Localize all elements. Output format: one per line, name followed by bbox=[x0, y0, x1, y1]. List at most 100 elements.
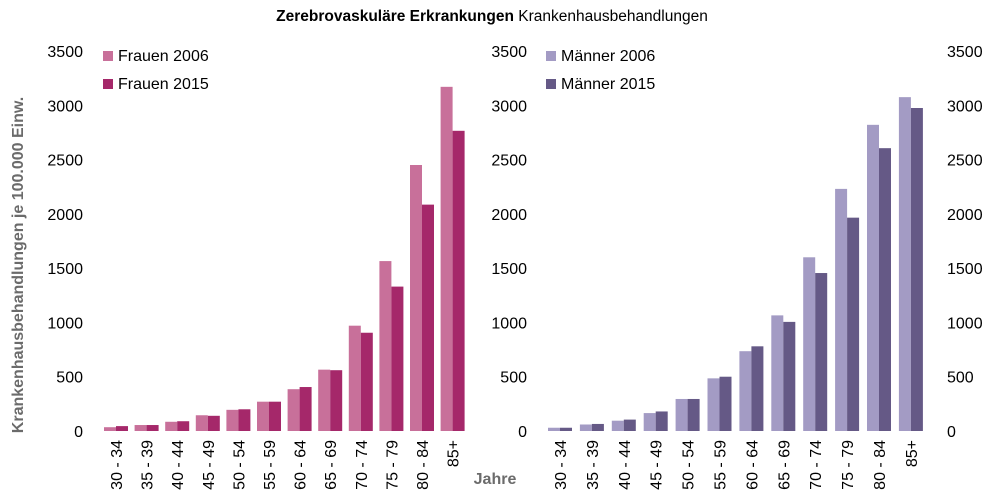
frauen-bar-2006-6 bbox=[287, 389, 300, 431]
frauen-x-tick-4: 50 - 54 bbox=[231, 440, 248, 490]
maenner-bar-2006-6 bbox=[739, 351, 752, 431]
maenner-x-tick-5: 55 - 59 bbox=[713, 440, 730, 490]
maenner-bar-2015-7 bbox=[783, 321, 796, 431]
chart-panel-frauen: 0 500 1000 1500 2000 2500 3000 3500 30 - 34 35 - … bbox=[47, 44, 465, 490]
maenner-y-tick-left-1500: 1500 bbox=[491, 261, 527, 278]
maenner-y-tick-right-3500: 3500 bbox=[947, 44, 983, 61]
frauen-bar-2006-9 bbox=[379, 261, 392, 431]
maenner-bar-2006-9 bbox=[835, 188, 848, 431]
frauen-bar-2015-7 bbox=[330, 370, 343, 431]
frauen-bar-2015-4 bbox=[238, 409, 251, 431]
maenner-y-tick-left-1000: 1000 bbox=[491, 315, 527, 332]
frauen-x-tick-7: 65 - 69 bbox=[323, 440, 340, 490]
maenner-bar-2006-8 bbox=[803, 257, 816, 431]
maenner-x-tick-8: 70 - 74 bbox=[808, 440, 825, 490]
frauen-y-tick-left-3500: 3500 bbox=[47, 44, 83, 61]
maenner-x-tick-6: 60 - 64 bbox=[744, 440, 761, 490]
frauen-bar-2015-6 bbox=[299, 387, 312, 431]
maenner-bar-2006-4 bbox=[675, 398, 688, 431]
frauen-bar-2015-3 bbox=[207, 415, 220, 431]
frauen-x-tick-3: 45 - 49 bbox=[201, 440, 218, 490]
frauen-x-tick-0: 30 - 34 bbox=[109, 440, 126, 490]
frauen-bar-2006-4 bbox=[226, 409, 239, 431]
frauen-bar-2015-5 bbox=[269, 401, 281, 431]
frauen-bar-2015-11 bbox=[452, 130, 465, 432]
frauen-bar-2006-5 bbox=[257, 401, 269, 431]
frauen-bar-2006-0 bbox=[104, 427, 116, 431]
frauen-x-tick-1: 35 - 39 bbox=[140, 440, 157, 490]
maenner-legend-swatch-0 bbox=[546, 51, 556, 61]
maenner-x-tick-2: 40 - 44 bbox=[617, 440, 634, 490]
maenner-bar-2006-0 bbox=[548, 427, 560, 431]
maenner-x-tick-4: 50 - 54 bbox=[681, 440, 698, 490]
frauen-x-tick-5: 55 - 59 bbox=[262, 440, 279, 490]
maenner-bar-2015-3 bbox=[655, 411, 668, 431]
frauen-bar-2006-11 bbox=[440, 86, 453, 431]
frauen-bar-2006-10 bbox=[410, 165, 422, 431]
frauen-legend-label-1: Frauen 2015 bbox=[118, 76, 209, 93]
maenner-x-tick-11: 85+ bbox=[904, 440, 921, 467]
frauen-bar-2006-7 bbox=[318, 369, 331, 431]
frauen-y-tick-left-0: 0 bbox=[74, 424, 83, 441]
chart-panel-maenner: 0 500 1000 1500 2000 2500 3000 3500 0 500 1000 1500… bbox=[491, 44, 982, 490]
frauen-bar-2006-1 bbox=[134, 425, 147, 431]
maenner-y-tick-left-0: 0 bbox=[518, 424, 527, 441]
maenner-legend-swatch-1 bbox=[546, 79, 556, 89]
frauen-x-tick-8: 70 - 74 bbox=[354, 440, 371, 490]
maenner-y-tick-right-1500: 1500 bbox=[947, 261, 983, 278]
maenner-x-tick-3: 45 - 49 bbox=[649, 440, 666, 490]
frauen-bar-2015-9 bbox=[391, 286, 404, 431]
chart-title: Zerebrovaskuläre Erkrankungen Krankenhau… bbox=[276, 8, 708, 25]
maenner-bar-2006-2 bbox=[611, 420, 624, 431]
frauen-y-tick-left-2500: 2500 bbox=[47, 153, 83, 170]
chart-title-bold: Zerebrovaskuläre Erkrankungen bbox=[276, 8, 514, 25]
chart-title-normal: Krankenhausbehandlungen bbox=[518, 8, 708, 25]
frauen-y-tick-left-500: 500 bbox=[56, 370, 83, 387]
maenner-bar-2006-11 bbox=[898, 97, 911, 432]
frauen-bar-2015-1 bbox=[146, 425, 159, 431]
maenner-x-tick-0: 30 - 34 bbox=[553, 440, 570, 490]
frauen-x-tick-2: 40 - 44 bbox=[170, 440, 187, 490]
frauen-bar-2015-10 bbox=[422, 204, 434, 431]
maenner-bar-2015-2 bbox=[623, 419, 636, 431]
maenner-legend-label-0: Männer 2006 bbox=[561, 48, 655, 65]
frauen-legend-swatch-0 bbox=[103, 51, 113, 61]
frauen-legend-label-0: Frauen 2006 bbox=[118, 48, 209, 65]
maenner-y-tick-left-2000: 2000 bbox=[491, 207, 527, 224]
maenner-bar-2015-1 bbox=[591, 423, 604, 431]
maenner-y-tick-right-2000: 2000 bbox=[947, 207, 983, 224]
maenner-y-tick-right-3000: 3000 bbox=[947, 98, 983, 115]
maenner-y-tick-left-3500: 3500 bbox=[491, 44, 527, 61]
maenner-bar-2006-1 bbox=[579, 424, 592, 431]
maenner-bar-2015-5 bbox=[719, 376, 732, 431]
frauen-x-tick-6: 60 - 64 bbox=[293, 440, 310, 490]
frauen-bar-2006-2 bbox=[165, 421, 178, 431]
maenner-y-tick-left-2500: 2500 bbox=[491, 153, 527, 170]
maenner-x-tick-9: 75 - 79 bbox=[840, 440, 857, 490]
frauen-y-tick-left-3000: 3000 bbox=[47, 98, 83, 115]
maenner-y-tick-right-1000: 1000 bbox=[947, 315, 983, 332]
maenner-bar-2015-8 bbox=[815, 273, 828, 431]
frauen-bar-2006-8 bbox=[348, 325, 361, 431]
maenner-y-tick-left-3000: 3000 bbox=[491, 98, 527, 115]
frauen-bar-2015-0 bbox=[116, 426, 128, 431]
frauen-x-tick-11: 85+ bbox=[446, 440, 463, 467]
maenner-bar-2006-10 bbox=[867, 124, 879, 431]
maenner-bar-2006-7 bbox=[771, 315, 784, 431]
y-axis-title: Krankenhausbehandlungen je 100.000 Einw. bbox=[10, 97, 27, 433]
frauen-y-tick-left-1500: 1500 bbox=[47, 261, 83, 278]
maenner-bar-2015-4 bbox=[687, 398, 700, 431]
frauen-x-tick-10: 80 - 84 bbox=[415, 440, 432, 490]
maenner-y-tick-right-2500: 2500 bbox=[947, 153, 983, 170]
frauen-y-tick-left-2000: 2000 bbox=[47, 207, 83, 224]
maenner-legend-label-1: Männer 2015 bbox=[561, 76, 655, 93]
frauen-y-tick-left-1000: 1000 bbox=[47, 315, 83, 332]
maenner-bar-2015-10 bbox=[879, 148, 891, 431]
maenner-bar-2015-9 bbox=[847, 217, 860, 431]
maenner-x-tick-10: 80 - 84 bbox=[872, 440, 889, 490]
frauen-bar-2006-3 bbox=[195, 415, 208, 431]
frauen-bar-2015-8 bbox=[360, 332, 373, 431]
maenner-x-tick-1: 35 - 39 bbox=[585, 440, 602, 490]
maenner-bar-2015-11 bbox=[910, 108, 923, 431]
